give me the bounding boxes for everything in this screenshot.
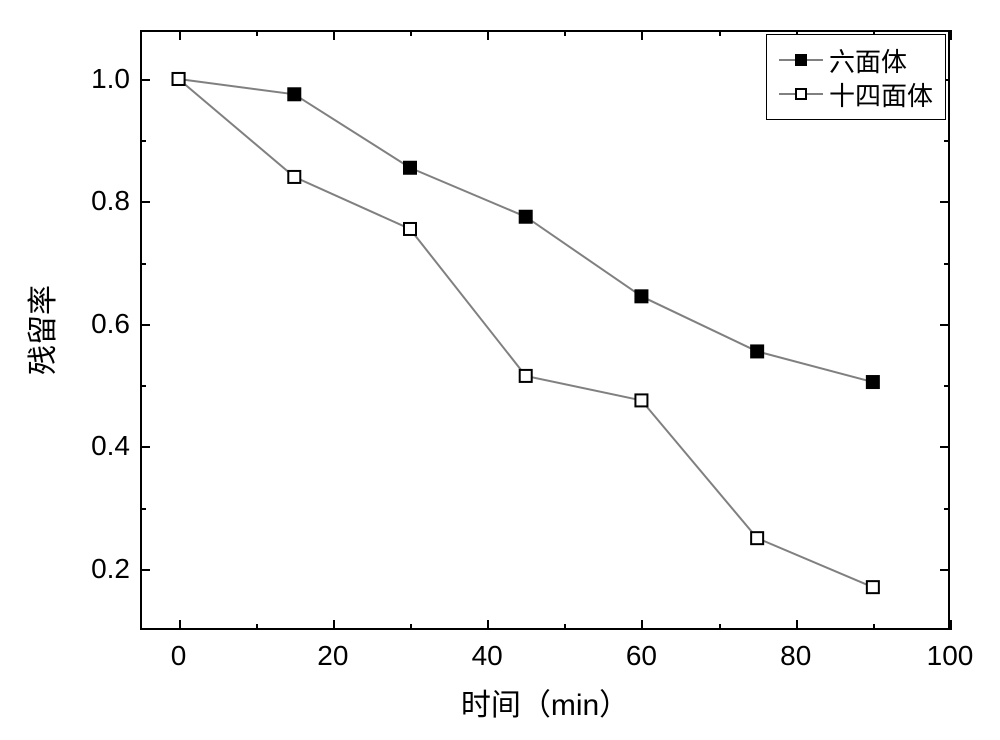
series-marker (520, 370, 532, 382)
legend-marker-line (779, 59, 823, 61)
series-marker (173, 73, 185, 85)
series-marker (520, 211, 532, 223)
legend-label: 十四面体 (829, 76, 933, 113)
series-marker (635, 290, 647, 302)
series-marker (635, 394, 647, 406)
legend-marker-line (779, 93, 823, 95)
square-filled-icon (795, 54, 807, 66)
series-line (179, 79, 873, 587)
square-open-icon (795, 88, 807, 100)
series-marker (751, 532, 763, 544)
series-marker (751, 345, 763, 357)
chart-container: 020406080100时间（min）0.20.40.60.81.0残留率六面体… (0, 0, 1000, 740)
legend: 六面体十四面体 (766, 34, 946, 120)
legend-item: 十四面体 (779, 77, 933, 111)
series-marker (867, 581, 879, 593)
series-marker (404, 162, 416, 174)
legend-label: 六面体 (829, 42, 907, 79)
series-line (179, 79, 873, 382)
series-marker (404, 223, 416, 235)
series-marker (288, 171, 300, 183)
legend-item: 六面体 (779, 43, 933, 77)
series-marker (867, 376, 879, 388)
series-marker (288, 88, 300, 100)
